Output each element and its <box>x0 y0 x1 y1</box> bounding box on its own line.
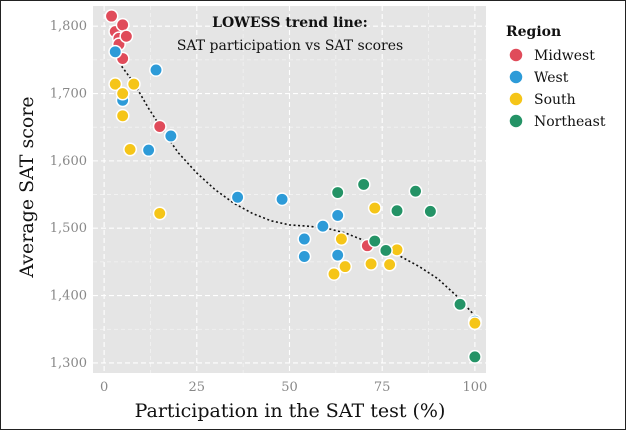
point-south <box>152 206 167 221</box>
y-tick-label: 1,800 <box>50 19 87 34</box>
point-west <box>330 248 345 263</box>
y-tick-label: 1,400 <box>50 289 87 304</box>
y-axis-title: Average SAT score <box>16 96 38 278</box>
legend-title: Region <box>506 24 561 40</box>
point-south <box>126 77 141 92</box>
x-axis-title: Participation in the SAT test (%) <box>135 400 446 422</box>
point-south <box>364 256 379 271</box>
point-south <box>382 257 397 272</box>
point-south <box>123 142 138 157</box>
legend-swatch-midwest <box>508 47 524 63</box>
y-axis-ticks: 1,300 1,400 1,500 1,600 1,700 1,800 <box>50 19 87 371</box>
point-northeast <box>467 349 482 364</box>
x-tick-label: 25 <box>189 380 206 395</box>
point-south <box>115 108 130 123</box>
legend-label-south: South <box>534 92 576 108</box>
x-axis-ticks: 0 25 50 75 100 <box>100 380 487 395</box>
legend-swatch-south <box>508 91 524 107</box>
point-west <box>230 190 245 205</box>
point-west <box>275 192 290 207</box>
point-west <box>297 249 312 264</box>
chart-subtitle: SAT participation vs SAT scores <box>177 38 403 54</box>
legend-label-midwest: Midwest <box>534 48 595 64</box>
point-west <box>141 143 156 158</box>
data-points <box>104 9 482 364</box>
point-south <box>367 201 382 215</box>
y-tick-label: 1,700 <box>50 87 87 102</box>
point-northeast <box>423 204 438 219</box>
point-west <box>163 129 178 143</box>
point-northeast <box>378 243 393 258</box>
y-tick-label: 1,600 <box>50 154 87 169</box>
point-west <box>297 232 312 246</box>
point-northeast <box>390 203 404 218</box>
point-west <box>315 219 330 234</box>
x-tick-label: 0 <box>100 380 108 395</box>
legend-label-northeast: Northeast <box>534 114 606 130</box>
point-northeast <box>356 177 371 192</box>
point-northeast <box>330 185 345 200</box>
point-northeast <box>367 234 382 248</box>
point-west <box>108 44 123 59</box>
point-midwest <box>152 119 167 134</box>
point-northeast <box>408 184 423 199</box>
point-south <box>338 259 353 274</box>
legend-swatch-west <box>508 69 524 85</box>
x-tick-label: 50 <box>281 380 298 395</box>
point-west <box>149 63 163 77</box>
legend-label-west: West <box>534 70 569 86</box>
point-south <box>108 77 123 92</box>
legend: Region Midwest West South Northeast <box>506 24 606 130</box>
x-tick-label: 75 <box>374 380 391 395</box>
point-west <box>330 208 345 223</box>
point-south <box>115 86 130 101</box>
point-south <box>467 316 482 331</box>
y-tick-label: 1,300 <box>50 356 87 371</box>
point-south <box>327 267 341 281</box>
point-midwest <box>104 9 119 24</box>
point-south <box>334 232 349 246</box>
point-midwest <box>119 29 134 44</box>
x-tick-label: 100 <box>462 380 487 395</box>
y-tick-label: 1,500 <box>50 221 87 236</box>
plot-background <box>93 6 486 373</box>
point-northeast <box>453 297 467 312</box>
chart-title: LOWESS trend line: <box>212 15 368 31</box>
legend-swatch-northeast <box>508 113 524 129</box>
point-midwest <box>115 17 130 32</box>
